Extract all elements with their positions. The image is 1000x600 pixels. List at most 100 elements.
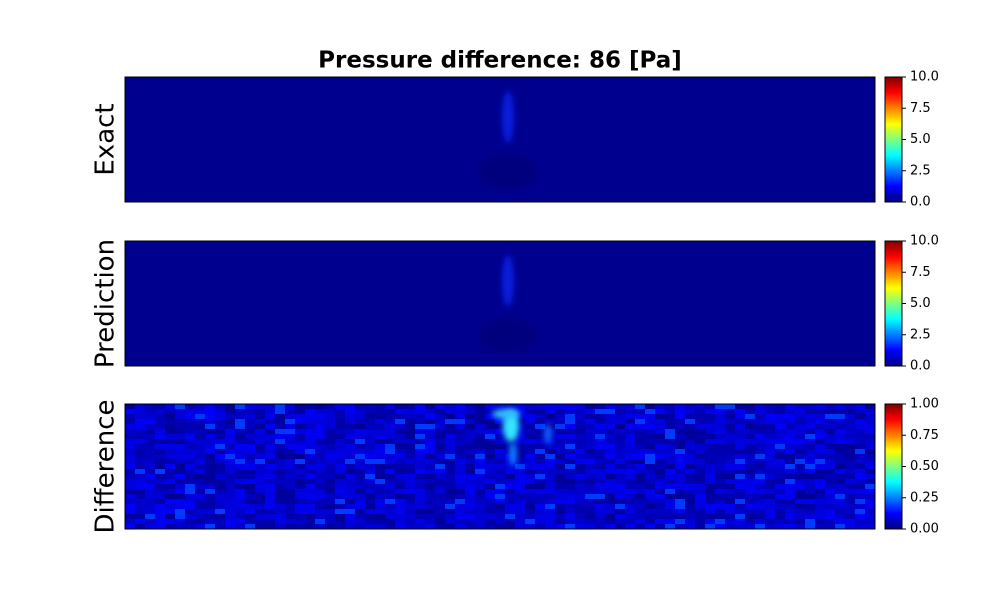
heatmap-cell — [155, 504, 165, 509]
heatmap-cell — [595, 474, 605, 479]
heatmap-cell — [805, 494, 815, 499]
heatmap-cell — [165, 499, 175, 504]
heatmap-cell — [685, 454, 695, 459]
heatmap-cell — [405, 469, 415, 474]
heatmap-cell — [255, 489, 265, 494]
heatmap-cell — [275, 504, 285, 509]
heatmap-cell — [735, 514, 745, 519]
heatmap-cell — [405, 419, 415, 424]
heatmap-cell — [125, 404, 135, 409]
heatmap-cell — [535, 444, 545, 449]
heatmap-cell — [865, 499, 875, 504]
heatmap-cell — [795, 499, 805, 504]
heatmap-cell — [565, 514, 575, 519]
heatmap-cell — [735, 444, 745, 449]
heatmap-cell — [725, 499, 735, 504]
heatmap-cell — [775, 439, 785, 444]
heatmap-cell — [635, 524, 645, 529]
heatmap-cell — [745, 509, 755, 514]
heatmap-cell — [345, 419, 355, 424]
heatmap-cell — [735, 484, 745, 489]
heatmap-cell — [305, 504, 315, 509]
heatmap-cell — [165, 494, 175, 499]
heatmap-cell — [185, 489, 195, 494]
heatmap-cell — [455, 459, 465, 464]
heatmap-cell — [625, 459, 635, 464]
heatmap-cell — [585, 479, 595, 484]
heatmap-cell — [355, 444, 365, 449]
heatmap-cell — [865, 524, 875, 529]
heatmap-cell — [845, 454, 855, 459]
heatmap-cell — [615, 474, 625, 479]
heatmap-cell — [655, 439, 665, 444]
heatmap-cell — [845, 474, 855, 479]
heatmap-cell — [195, 419, 205, 424]
heatmap-cell — [685, 434, 695, 439]
heatmap-cell — [195, 414, 205, 419]
heatmap-cell — [445, 449, 455, 454]
heatmap-cell — [175, 449, 185, 454]
heatmap-cell — [685, 474, 695, 479]
heatmap-cell — [275, 519, 285, 524]
heatmap-cell — [465, 464, 475, 469]
heatmap-cell — [235, 479, 245, 484]
heatmap-cell — [165, 449, 175, 454]
heatmap-cell — [215, 439, 225, 444]
heatmap-cell — [455, 424, 465, 429]
heatmap-cell — [295, 409, 305, 414]
heatmap-cell — [685, 404, 695, 409]
heatmap-cell — [655, 494, 665, 499]
heatmap-cell — [725, 449, 735, 454]
heatmap-cell — [285, 504, 295, 509]
heatmap-cell — [545, 524, 555, 529]
heatmap-feature — [478, 318, 538, 354]
heatmap-cell — [745, 494, 755, 499]
heatmap-cell — [755, 499, 765, 504]
heatmap-cell — [625, 484, 635, 489]
heatmap-cell — [685, 419, 695, 424]
heatmap-cell — [165, 504, 175, 509]
heatmap-cell — [625, 449, 635, 454]
heatmap-cell — [635, 514, 645, 519]
heatmap-cell — [385, 519, 395, 524]
heatmap-cell — [185, 474, 195, 479]
heatmap-cell — [815, 439, 825, 444]
heatmap-cell — [185, 434, 195, 439]
heatmap-cell — [365, 439, 375, 444]
heatmap-cell — [425, 469, 435, 474]
heatmap-cell — [395, 519, 405, 524]
heatmap-cell — [645, 479, 655, 484]
heatmap-cell — [125, 509, 135, 514]
heatmap-cell — [445, 489, 455, 494]
heatmap-cell — [545, 479, 555, 484]
heatmap-cell — [225, 424, 235, 429]
heatmap-cell — [225, 494, 235, 499]
heatmap-cell — [215, 469, 225, 474]
heatmap-cell — [525, 479, 535, 484]
heatmap-cell — [495, 524, 505, 529]
heatmap-cell — [155, 449, 165, 454]
heatmap-cell — [675, 409, 685, 414]
heatmap-cell — [665, 514, 675, 519]
heatmap-cell — [615, 459, 625, 464]
heatmap-cell — [625, 404, 635, 409]
heatmap-cell — [765, 449, 775, 454]
heatmap-cell — [695, 409, 705, 414]
heatmap-cell — [385, 409, 395, 414]
heatmap-cell — [835, 509, 845, 514]
heatmap-cell — [555, 449, 565, 454]
heatmap-cell — [245, 424, 255, 429]
heatmap-cell — [795, 519, 805, 524]
heatmap-cell — [225, 484, 235, 489]
heatmap-cell — [675, 464, 685, 469]
heatmap-cell — [735, 419, 745, 424]
heatmap-cell — [685, 429, 695, 434]
heatmap-cell — [235, 514, 245, 519]
heatmap-cell — [725, 464, 735, 469]
heatmap-cell — [405, 509, 415, 514]
heatmap-cell — [165, 479, 175, 484]
heatmap-cell — [465, 514, 475, 519]
heatmap-cell — [745, 434, 755, 439]
heatmap-cell — [255, 419, 265, 424]
heatmap-cell — [825, 444, 835, 449]
